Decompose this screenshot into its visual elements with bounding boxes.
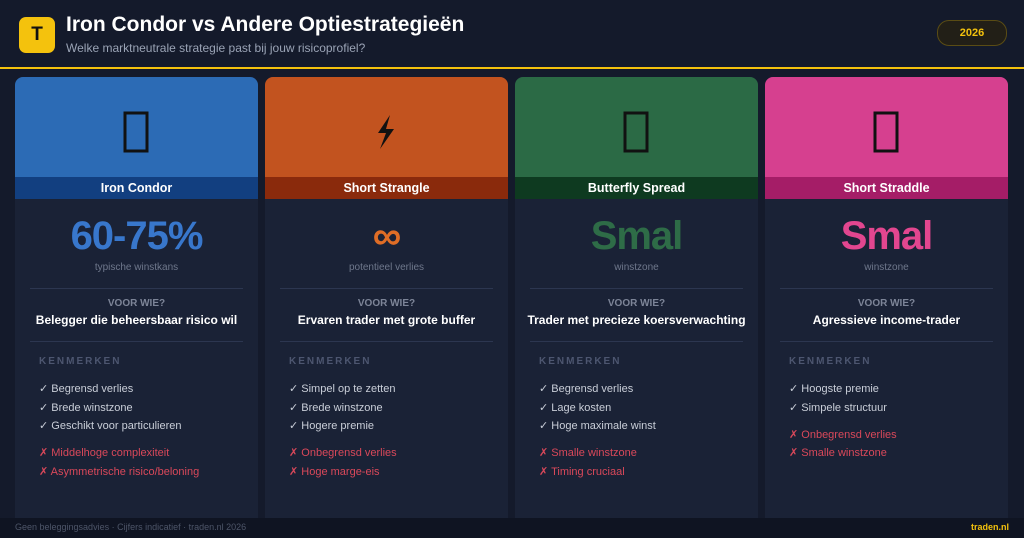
- audience-label: VOOR WIE?: [857, 298, 916, 309]
- stat: Smal: [840, 214, 934, 258]
- card-name: Short Strangle: [265, 177, 508, 199]
- strategy-card: Iron Condor 60-75% typische winstkans VOOR …: [15, 77, 258, 518]
- icon: [123, 111, 149, 153]
- card-name: Iron Condor: [15, 177, 258, 199]
- con: ✗ Hoge marge-eis: [289, 465, 380, 478]
- card-name: Butterfly Spread: [515, 177, 758, 199]
- stat-label: potentieel verlies: [348, 262, 425, 273]
- logo: T: [19, 17, 55, 53]
- audience: Belegger die beheersbaar risico wil: [35, 313, 238, 327]
- stat: Smal: [590, 214, 684, 258]
- footer: Geen beleggingsadvies · Cijfers indicati…: [0, 518, 1024, 538]
- year-badge: 2026: [937, 20, 1007, 46]
- divider: [30, 341, 243, 342]
- strategy-card: Butterfly Spread Smal winstzone VOOR WIE? Tr…: [515, 77, 758, 518]
- con: ✗ Smalle winstzone: [539, 447, 637, 459]
- audience: Ervaren trader met grote buffer: [297, 313, 476, 327]
- features-label: KENMERKEN: [39, 356, 122, 367]
- card-header: [15, 77, 258, 177]
- pro: ✓ Begrensd verlies: [539, 383, 634, 395]
- card-name: Short Straddle: [765, 177, 1008, 199]
- features-label: KENMERKEN: [789, 356, 872, 367]
- icon: [623, 111, 649, 153]
- pro: ✓ Hoge maximale winst: [539, 420, 656, 432]
- divider: [280, 288, 493, 289]
- pro: ✓ Lage kosten: [539, 401, 612, 414]
- footer-note: Geen beleggingsadvies · Cijfers indicati…: [15, 522, 247, 532]
- pro: ✓ Brede winstzone: [39, 401, 133, 414]
- stat: ∞: [372, 214, 402, 258]
- icon: [378, 115, 394, 149]
- con: ✗ Onbegrensd verlies: [289, 447, 397, 459]
- audience-label: VOOR WIE?: [107, 298, 166, 309]
- divider: [530, 341, 743, 342]
- con: ✗ Timing cruciaal: [539, 465, 625, 478]
- divider: [780, 288, 993, 289]
- header-rule: [0, 67, 1024, 69]
- strategy-card: Short Straddle Smal winstzone VOOR WIE? Agre…: [765, 77, 1008, 518]
- divider: [530, 288, 743, 289]
- pro: ✓ Hoogste premie: [789, 383, 879, 395]
- footer-brand: traden.nl: [970, 522, 1009, 532]
- con: ✗ Middelhoge complexiteit: [39, 447, 170, 459]
- title: Iron Condor vs Andere Optiestrategieën: [66, 13, 465, 36]
- stat-label: winstzone: [864, 262, 909, 273]
- divider: [280, 341, 493, 342]
- strategy-card: Short Strangle ∞ potentieel verlies VOOR WI…: [265, 77, 508, 518]
- features-label: KENMERKEN: [289, 356, 372, 367]
- con: ✗ Smalle winstzone: [789, 447, 887, 459]
- pro: ✓ Hogere premie: [289, 420, 375, 432]
- pro: ✓ Simpele structuur: [789, 401, 887, 414]
- audience: Trader met precieze koersverwachting: [527, 313, 746, 327]
- pro: ✓ Geschikt voor particulieren: [39, 420, 182, 432]
- divider: [780, 341, 993, 342]
- pro: ✓ Brede winstzone: [289, 401, 383, 414]
- card-header: [515, 77, 758, 177]
- card-header: [765, 77, 1008, 177]
- pro: ✓ Begrensd verlies: [39, 383, 134, 395]
- divider: [30, 288, 243, 289]
- features-label: KENMERKEN: [539, 356, 622, 367]
- stat-label: winstzone: [614, 262, 659, 273]
- audience: Agressieve income-trader: [812, 313, 961, 327]
- stat: 60-75%: [70, 214, 204, 258]
- pro: ✓ Simpel op te zetten: [289, 383, 396, 395]
- audience-label: VOOR WIE?: [357, 298, 416, 309]
- audience-label: VOOR WIE?: [607, 298, 666, 309]
- card-header: [265, 77, 508, 177]
- icon: [873, 111, 899, 153]
- stat-label: typische winstkans: [94, 262, 179, 273]
- con: ✗ Asymmetrische risico/beloning: [39, 465, 200, 478]
- subtitle: Welke marktneutrale strategie past bij j…: [66, 41, 366, 55]
- con: ✗ Onbegrensd verlies: [789, 428, 897, 441]
